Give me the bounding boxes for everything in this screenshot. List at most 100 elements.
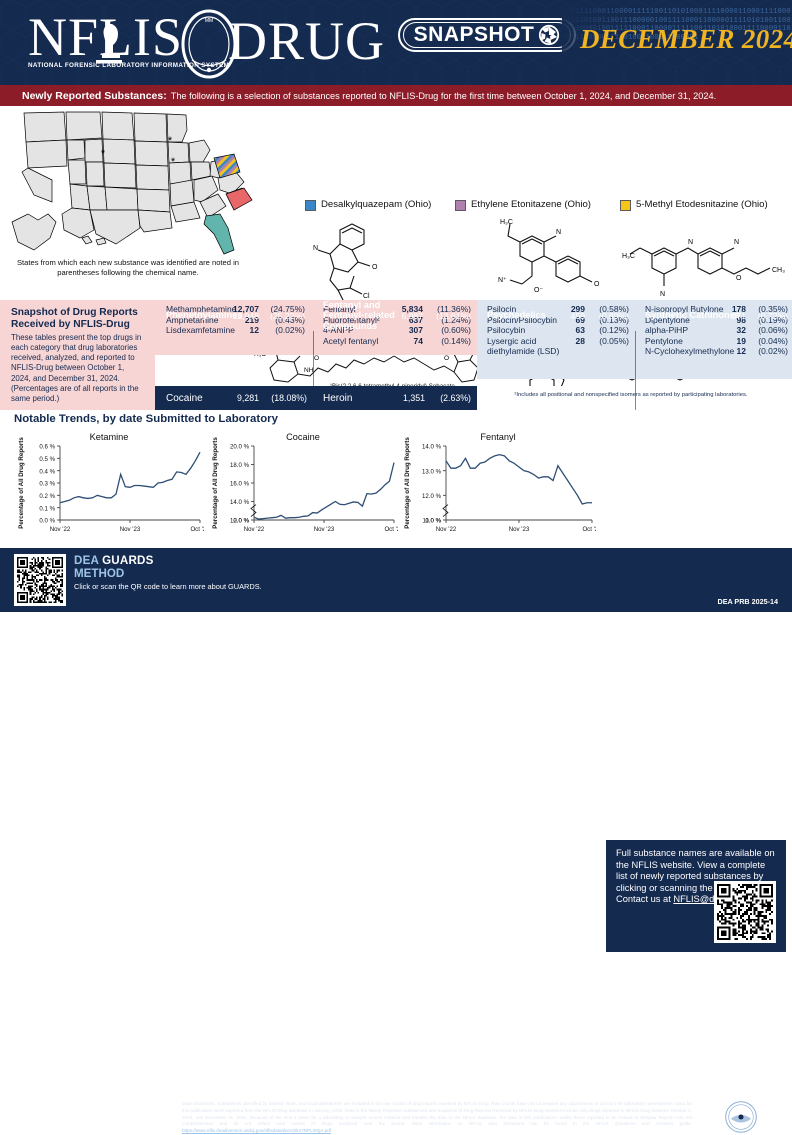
table-header-fentanyl: Fentanyl and Fentanyl-related Compounds … xyxy=(313,300,477,331)
legend-swatch-icon xyxy=(455,200,466,211)
legend-label: Desalkylquazepam (Ohio) xyxy=(321,199,432,210)
footer-percent: (18.08%) xyxy=(271,393,307,403)
header-percent: (0.72%) xyxy=(757,310,788,321)
svg-text:Oct '24: Oct '24 xyxy=(190,526,204,533)
snapshot-description-panel: Snapshot of Drug Reports Received by NFL… xyxy=(0,300,155,410)
row-percent: (0.06%) xyxy=(758,325,788,336)
map-state-ohio xyxy=(213,153,241,179)
issue-date: DECEMBER 2024 xyxy=(580,24,792,54)
trends-section: Notable Trends, by date Submitted to Lab… xyxy=(0,410,792,952)
newly-reported-section: * * * States from which each new substan… xyxy=(0,106,792,399)
snapshot-description: These tables present the top drugs in ea… xyxy=(11,333,142,403)
row-percent: (0.05%) xyxy=(599,335,629,346)
newly-reported-banner: Newly Reported Substances: The following… xyxy=(0,85,792,106)
svg-text:0.2 %: 0.2 % xyxy=(39,493,55,500)
row-name: Fentanyl xyxy=(323,304,356,314)
dea-seal-logo xyxy=(725,1101,757,1133)
svg-text:18.0 %: 18.0 % xyxy=(230,462,250,469)
table-header-psychedelics: Psychedelics 459 (0.89%) xyxy=(477,300,635,331)
nflis-qa-link[interactable]: https://www.nflis.deadiversion.usdoj.gov… xyxy=(182,1128,332,1134)
guards-dea-label: DEA xyxy=(74,554,99,567)
nflis-tagline: NATIONAL FORENSIC LABORATORY INFORMATION… xyxy=(28,62,230,69)
svg-text:Nov '23: Nov '23 xyxy=(314,526,335,533)
table-row: N-Cyclohexylmethylone 12 (0.02%) xyxy=(645,346,792,357)
svg-text:N: N xyxy=(556,229,561,236)
banner-title: Newly Reported Substances: xyxy=(22,89,167,102)
table-row: Lisdexamfetamine 12 (0.02%) xyxy=(166,325,313,336)
row-count: 12 xyxy=(736,346,746,357)
microscope-icon xyxy=(96,24,122,64)
row-count: 12,707 xyxy=(233,304,259,314)
svg-text:Nov '23: Nov '23 xyxy=(509,526,530,533)
row-count: 307 xyxy=(408,325,423,336)
table-footer-heroin: Heroin 1,351 (2.63%) xyxy=(313,386,477,410)
header-percent: (13.61%) xyxy=(436,310,471,321)
chart-cocaine: Cocaine 12.0 % 14.0 % 16.0 % 18.0 % 20.0 % 0.… xyxy=(208,432,398,542)
row-percent: (24.75%) xyxy=(270,304,306,314)
row-percent: (0.14%) xyxy=(441,335,471,346)
header-count: 12,948 xyxy=(232,310,259,321)
svg-text:N: N xyxy=(660,291,665,298)
footer-count: 1,351 xyxy=(402,393,425,403)
svg-text:MM: MM xyxy=(205,18,213,24)
row-count: 98 xyxy=(736,314,746,325)
guards-block: DEA GUARDS METHOD Click or scan the QR c… xyxy=(14,554,262,606)
legend-label: 5-Methyl Etodesnitazine (Ohio) xyxy=(636,199,768,210)
qr-code-nflis[interactable] xyxy=(714,881,776,943)
structure-5-methyl-etodesnitazine: H₃C N N N CH₃ O xyxy=(622,239,785,298)
row-percent: (0.02%) xyxy=(758,346,788,357)
snapshot-section: Snapshot of Drug Reports Received by NFL… xyxy=(0,300,792,410)
header-count: 371 xyxy=(731,310,746,321)
table-row: 4-ANPP 307 (0.60%) xyxy=(323,325,477,336)
map-asterisk-iowa: * xyxy=(171,156,176,168)
svg-text:0.0 %: 0.0 % xyxy=(39,518,55,525)
table-row: Pentylone 19 (0.04%) xyxy=(645,336,792,347)
svg-text:O: O xyxy=(444,355,449,362)
header-label: Psychedelics xyxy=(487,310,546,321)
svg-text:Nov '23: Nov '23 xyxy=(120,526,141,533)
svg-text:14.0 %: 14.0 % xyxy=(230,499,250,506)
table-footer-cocaine: Cocaine 9,281 (18.08%) xyxy=(155,386,313,410)
legend-label: Ethylene Etonitazene (Ohio) xyxy=(471,199,591,210)
svg-text:11.0 %: 11.0 % xyxy=(422,518,441,525)
table-column-psychedelics-body: Psilocin 299 (0.58%) Psilocin/Psilocybin… xyxy=(477,300,635,379)
table-row: Psilocin 299 (0.58%) xyxy=(487,304,635,315)
page-footer: DEA GUARDS METHOD Click or scan the QR c… xyxy=(0,548,792,1133)
svg-text:0.4 %: 0.4 % xyxy=(39,468,55,475)
row-percent: (0.02%) xyxy=(275,325,305,336)
guards-title-line2: METHOD xyxy=(74,567,125,580)
footer-label: Heroin xyxy=(323,392,353,404)
row-name: Lisdexamfetamine xyxy=(166,325,235,336)
header-count: 459 xyxy=(570,310,585,321)
svg-text:0.5 %: 0.5 % xyxy=(39,456,55,463)
row-name: 4-ANPP xyxy=(323,325,354,336)
row-percent: (1.24%) xyxy=(441,314,471,325)
svg-text:N: N xyxy=(688,239,693,246)
legend-item-desalkylquazepam: Desalkylquazepam (Ohio) xyxy=(305,199,431,211)
snapshot-tables: Methamphetamine 12,707 (24.75%) Amphetam… xyxy=(155,300,792,410)
chart-title: Cocaine xyxy=(286,432,320,442)
svg-text:N: N xyxy=(313,245,318,252)
row-count: 219 xyxy=(244,314,259,325)
svg-text:NH: NH xyxy=(304,367,314,374)
legend-item-5-methyl-etodesnitazine: 5-Methyl Etodesnitazine (Ohio) xyxy=(620,199,768,211)
table-column-fentanyl-body: Fentanyl 5,834 (11.36%) Fluorofentanyl² … xyxy=(313,300,477,355)
svg-text:O: O xyxy=(594,281,600,288)
trends-title: Notable Trends, by date Submitted to Lab… xyxy=(14,413,278,425)
table-row: Amphetamine 219 (0.43%) xyxy=(166,315,313,326)
row-name: N-isopropyl Butylone xyxy=(645,304,724,314)
qr-code-guards[interactable] xyxy=(14,554,66,606)
legend-item-ethylene-etonitazene: Ethylene Etonitazene (Ohio) xyxy=(455,199,591,211)
svg-text:20.0 %: 20.0 % xyxy=(230,444,250,451)
table-row: Methamphetamine 12,707 (24.75%) xyxy=(166,304,313,315)
row-count: 19 xyxy=(736,335,746,346)
svg-text:Nov '22: Nov '22 xyxy=(436,526,457,533)
table-column-cathinones-body: N-isopropyl Butylone 178 (0.35%) Dipenty… xyxy=(635,300,792,379)
page-header: NFLIS NATIONAL FORENSIC LABORATORY INFOR… xyxy=(0,0,792,85)
svg-text:0.1 %: 0.1 % xyxy=(39,505,55,512)
map-asterisk-wyoming: * xyxy=(101,148,106,160)
publication-id: DEA PRB 2025-14 xyxy=(717,597,778,606)
svg-text:H₃C: H₃C xyxy=(500,219,513,226)
map-asterisk-minnesota: * xyxy=(168,135,173,147)
row-count: 74 xyxy=(413,335,423,346)
